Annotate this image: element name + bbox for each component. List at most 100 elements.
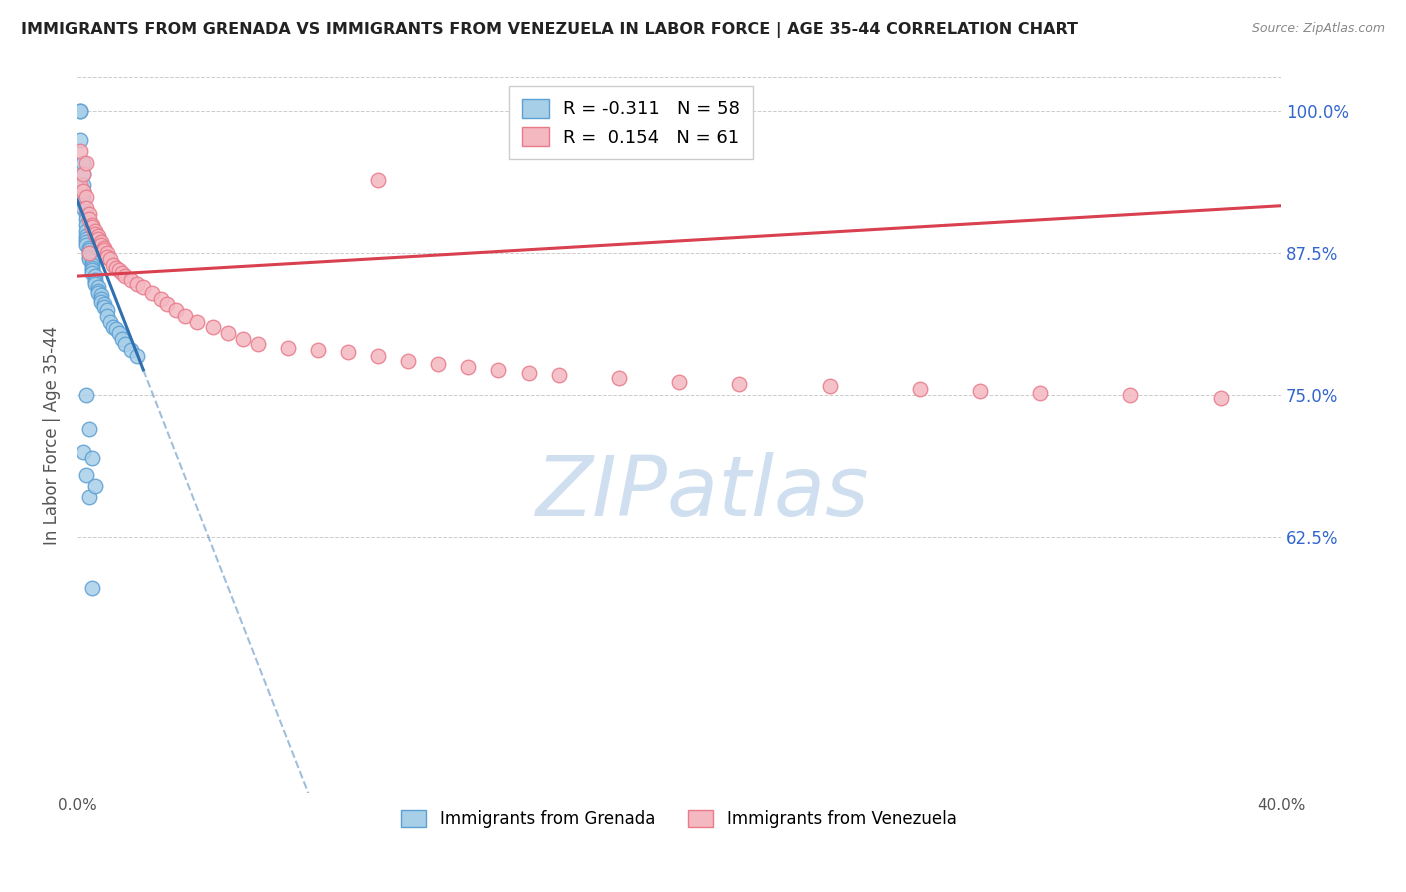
Point [72, 445, 94, 459]
Point [818, 379, 841, 393]
Point [90, 295, 112, 310]
Point [1209, 391, 1232, 405]
Point [84, 224, 107, 238]
Point [69, 178, 91, 193]
Point [98, 252, 121, 266]
Point [93, 241, 115, 255]
Point [72, 178, 94, 193]
Point [217, 326, 239, 340]
Point [201, 320, 224, 334]
Legend: Immigrants from Grenada, Immigrants from Venezuela: Immigrants from Grenada, Immigrants from… [395, 803, 963, 834]
Point [82, 258, 104, 272]
Y-axis label: In Labor Force | Age 35-44: In Labor Force | Age 35-44 [44, 326, 60, 545]
Point [93, 297, 115, 311]
Point [488, 363, 510, 377]
Point [72, 195, 94, 210]
Point [396, 354, 419, 368]
Point [72, 155, 94, 169]
Point [84, 479, 107, 493]
Point [84, 272, 107, 286]
Point [77, 422, 100, 436]
Point [307, 343, 329, 357]
Point [96, 303, 118, 318]
Point [77, 241, 100, 255]
Point [150, 292, 173, 306]
Point [90, 235, 112, 249]
Point [87, 232, 110, 246]
Point [82, 220, 104, 235]
Point [84, 277, 107, 291]
Point [82, 254, 104, 268]
Point [77, 243, 100, 257]
Point [668, 375, 690, 389]
Point [517, 366, 540, 380]
Point [82, 266, 104, 280]
Point [367, 172, 389, 186]
Point [277, 341, 299, 355]
Point [1029, 386, 1052, 401]
Point [93, 300, 115, 314]
Point [75, 232, 97, 246]
Point [75, 229, 97, 244]
Point [969, 384, 991, 398]
Point [114, 269, 136, 284]
Point [90, 238, 112, 252]
Point [75, 207, 97, 221]
Point [547, 368, 569, 382]
Point [132, 280, 155, 294]
Point [82, 218, 104, 232]
Point [69, 145, 91, 159]
Text: ZIPatlas: ZIPatlas [536, 451, 870, 533]
Point [87, 286, 110, 301]
Point [457, 359, 479, 374]
Point [607, 371, 630, 385]
Point [75, 189, 97, 203]
Point [156, 297, 179, 311]
Point [90, 292, 112, 306]
Point [75, 238, 97, 252]
Point [72, 167, 94, 181]
Point [87, 229, 110, 244]
Point [174, 309, 197, 323]
Point [114, 337, 136, 351]
Point [77, 250, 100, 264]
Point [77, 212, 100, 227]
Point [232, 332, 254, 346]
Point [72, 184, 94, 198]
Point [93, 243, 115, 257]
Text: Source: ZipAtlas.com: Source: ZipAtlas.com [1251, 22, 1385, 36]
Point [72, 167, 94, 181]
Text: IMMIGRANTS FROM GRENADA VS IMMIGRANTS FROM VENEZUELA IN LABOR FORCE | AGE 35-44 : IMMIGRANTS FROM GRENADA VS IMMIGRANTS FR… [21, 22, 1078, 38]
Point [75, 224, 97, 238]
Point [728, 376, 751, 391]
Point [69, 104, 91, 119]
Point [1119, 388, 1142, 402]
Point [75, 155, 97, 169]
Point [120, 343, 142, 357]
Point [111, 266, 134, 280]
Point [141, 286, 163, 301]
Point [127, 349, 149, 363]
Point [108, 263, 131, 277]
Point [98, 314, 121, 328]
Point [82, 263, 104, 277]
Point [82, 261, 104, 276]
Point [105, 322, 128, 336]
Point [69, 104, 91, 119]
Point [75, 218, 97, 232]
Point [75, 201, 97, 215]
Point [87, 284, 110, 298]
Point [84, 275, 107, 289]
Point [186, 314, 208, 328]
Point [96, 250, 118, 264]
Point [108, 326, 131, 340]
Point [72, 184, 94, 198]
Point [96, 309, 118, 323]
Point [75, 388, 97, 402]
Point [427, 357, 450, 371]
Point [72, 189, 94, 203]
Point [90, 288, 112, 302]
Point [367, 349, 389, 363]
Point [165, 303, 187, 318]
Point [127, 277, 149, 291]
